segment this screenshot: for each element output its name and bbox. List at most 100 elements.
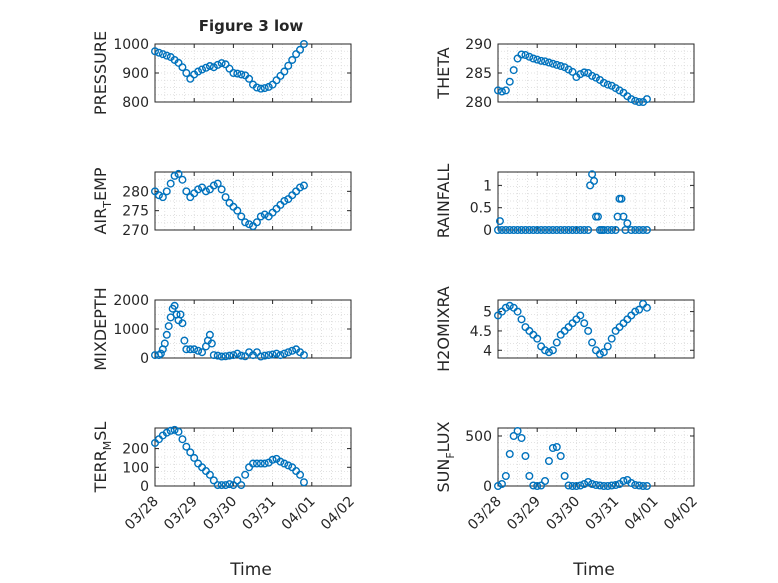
data-point: [162, 428, 171, 437]
data-point: [541, 57, 550, 66]
data-point: [178, 63, 187, 72]
data-point: [217, 481, 226, 490]
data-point: [299, 351, 308, 360]
data-point: [505, 225, 514, 234]
data-point: [237, 481, 246, 490]
data-point: [639, 225, 648, 234]
data-point: [272, 349, 281, 358]
data-point: [611, 225, 620, 234]
data-point: [158, 193, 167, 202]
y-tick-label: 5: [483, 305, 492, 321]
data-point: [501, 225, 510, 234]
data-point: [525, 225, 534, 234]
y-axis-label: TERRMSL: [91, 422, 114, 494]
data-point: [225, 64, 234, 73]
data-point: [548, 59, 557, 68]
x-axis-label-right: Time: [572, 560, 615, 580]
y-tick-label: 800: [122, 95, 149, 111]
data-point: [607, 481, 616, 490]
data-point: [556, 62, 565, 71]
data-point: [264, 351, 273, 360]
data-point: [603, 80, 612, 89]
data-point: [592, 481, 601, 490]
data-point: [229, 481, 238, 490]
y-tick-label: 500: [465, 429, 492, 445]
data-point: [162, 187, 171, 196]
data-point: [201, 187, 210, 196]
data-point: [256, 459, 265, 468]
y-tick-label: 290: [465, 37, 492, 53]
data-point: [213, 179, 222, 188]
y-tick-label: 270: [122, 223, 149, 239]
data-point: [580, 225, 589, 234]
data-point: [182, 68, 191, 77]
data-point: [190, 345, 199, 354]
y-tick-label: 200: [122, 442, 149, 458]
data-point: [209, 476, 218, 485]
data-point: [260, 459, 269, 468]
data-point: [552, 443, 561, 452]
data-point: [584, 326, 593, 335]
data-point: [501, 303, 510, 312]
y-tick-label: 285: [465, 66, 492, 82]
data-point: [544, 225, 553, 234]
data-point: [178, 175, 187, 184]
data-point: [631, 225, 640, 234]
data-point: [517, 225, 526, 234]
data-point: [580, 68, 589, 77]
data-point: [627, 95, 636, 104]
data-point: [233, 206, 242, 215]
data-point: [517, 315, 526, 324]
data-point: [194, 185, 203, 194]
data-point: [170, 171, 179, 180]
data-point: [296, 470, 305, 479]
data-point: [256, 84, 265, 93]
y-tick-label: 1000: [113, 322, 149, 338]
data-point: [611, 481, 620, 490]
data-point: [276, 351, 285, 360]
data-point: [635, 481, 644, 490]
data-point: [537, 56, 546, 65]
y-axis-label-main: THETA: [434, 47, 453, 99]
data-point: [241, 470, 250, 479]
data-point: [284, 461, 293, 470]
data-point: [160, 339, 169, 348]
y-tick-label: 275: [122, 204, 149, 220]
data-point: [233, 476, 242, 485]
data-point: [209, 63, 218, 72]
data-point: [588, 480, 597, 489]
data-point: [174, 169, 183, 178]
data-point: [252, 348, 261, 357]
y-axis-label-tail: LUX: [434, 421, 453, 452]
data-point: [564, 65, 573, 74]
data-point: [599, 482, 608, 491]
y-axis-label-subscript: M: [101, 441, 114, 451]
data-point: [256, 212, 265, 221]
data-point: [299, 478, 308, 487]
data-point: [595, 481, 604, 490]
y-tick-label: 4.5: [470, 324, 492, 340]
data-point: [164, 322, 173, 331]
data-point: [593, 212, 602, 221]
data-point: [544, 457, 553, 466]
data-point: [513, 225, 522, 234]
subplot-6: 4 4.5 5 H2OMIXRA: [434, 286, 695, 372]
data-point: [505, 450, 514, 459]
data-point: [548, 346, 557, 355]
data-point: [586, 181, 595, 190]
plot-area: [155, 172, 351, 230]
data-point: [595, 350, 604, 359]
data-point: [264, 82, 273, 91]
data-point: [237, 351, 246, 360]
data-point: [213, 60, 222, 69]
data-point: [154, 191, 163, 200]
data-point: [495, 217, 504, 226]
y-axis-label-main: H2OMIXRA: [434, 286, 453, 372]
plot-area: [498, 428, 694, 486]
data-point: [207, 339, 216, 348]
data-point: [619, 212, 628, 221]
data-point: [170, 425, 179, 434]
data-point: [225, 480, 234, 489]
data-point: [529, 481, 538, 490]
y-tick-label: 2000: [113, 293, 149, 309]
